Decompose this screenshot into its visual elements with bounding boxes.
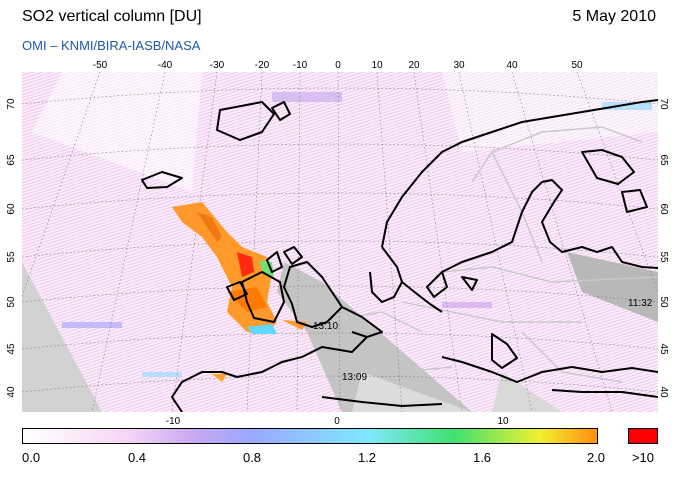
colorbar-overflow-swatch [628,428,658,444]
lon-tick-top: -50 [92,60,108,71]
colorbar-overflow-label: >10 [631,450,655,465]
lat-tick-right: 70 [658,98,670,110]
lon-tick-bottom: -10 [165,416,181,427]
colorbar-tick-label: 1.2 [357,450,377,465]
lon-tick-top: 40 [506,60,518,71]
lon-tick-top: 30 [453,60,465,71]
lat-tick-left: 60 [6,203,18,215]
map-title: SO2 vertical column [DU] [22,8,202,25]
lat-tick-right: 60 [658,203,670,215]
orbit-time-label: 11:32 [628,298,653,309]
lat-tick-left: 50 [6,296,18,308]
lat-tick-right: 40 [658,386,670,398]
so2-patch [62,322,122,328]
colorbar-tick-label: 0.8 [242,450,262,465]
lat-tick-left: 45 [6,343,18,355]
so2-patch [142,372,182,377]
lon-tick-top: 10 [371,60,383,71]
lat-tick-left: 70 [6,98,18,110]
lon-tick-top: 20 [408,60,420,71]
data-credit: OMI – KNMI/BIRA-IASB/NASA [22,38,201,53]
lat-tick-left: 55 [6,251,18,263]
map-date: 5 May 2010 [572,8,656,25]
lon-tick-top: -20 [254,60,270,71]
lat-tick-right: 45 [658,343,670,355]
coastlines [141,99,658,412]
lat-tick-left: 40 [6,386,18,398]
lon-tick-top: 50 [571,60,583,71]
lon-tick-bottom: 0 [334,416,340,427]
lon-tick-top: -30 [209,60,225,71]
so2-patch [602,102,652,110]
no-data-gap [567,252,658,322]
colorbar-tick-label: 0.4 [127,450,147,465]
orbit-time-label: 13:09 [342,372,368,383]
lat-tick-right: 55 [658,251,670,263]
no-data-gap [352,372,472,412]
no-data-gap [22,262,102,412]
no-data-gap [492,372,562,412]
lon-tick-top: -40 [157,60,173,71]
lat-tick-right: 65 [658,154,670,166]
orbit-time-label: 13:10 [313,321,339,332]
lat-tick-right: 50 [658,296,670,308]
map-canvas [22,72,658,412]
lon-tick-top: 0 [335,60,341,71]
colorbar [22,428,598,444]
data-swath [32,72,202,192]
lat-tick-left: 65 [6,154,18,166]
lon-tick-bottom: 10 [497,416,509,427]
no-data-gap [277,262,472,412]
colorbar-tick-label: 2.0 [586,450,606,465]
so2-patch [442,302,492,308]
colorbar-tick-label: 1.6 [472,450,492,465]
data-swath [442,72,658,152]
so2-map[interactable] [22,72,658,412]
lon-tick-top: -10 [292,60,308,71]
so2-patch [272,92,342,102]
graticule [22,72,658,412]
colorbar-tick-label: 0.0 [22,450,41,465]
